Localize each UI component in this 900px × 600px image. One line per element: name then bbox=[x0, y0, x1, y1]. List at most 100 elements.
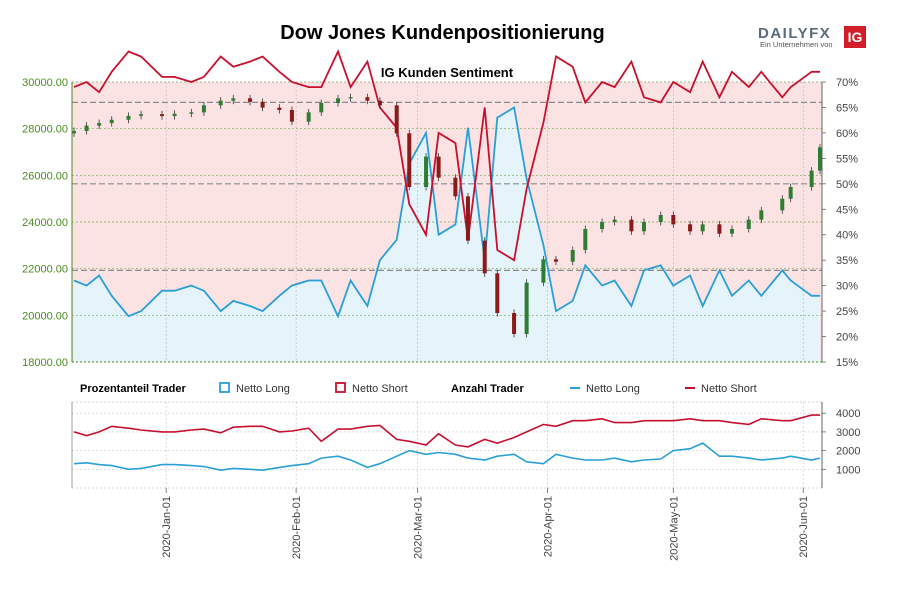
chart-subtitle: IG Kunden Sentiment bbox=[381, 65, 514, 80]
price-tick-label: 22000.00 bbox=[22, 264, 68, 276]
price-candle bbox=[629, 219, 634, 232]
price-candle bbox=[172, 113, 177, 117]
price-candle bbox=[201, 105, 206, 113]
sentiment-tick-label: 50% bbox=[836, 179, 858, 191]
price-candle bbox=[553, 259, 558, 262]
sentiment-tick-label: 35% bbox=[836, 255, 858, 267]
price-tick-label: 24000.00 bbox=[22, 217, 68, 229]
price-candle bbox=[495, 273, 500, 313]
price-candle bbox=[788, 187, 793, 199]
price-candle bbox=[109, 119, 114, 124]
price-candle bbox=[688, 224, 693, 232]
price-candle bbox=[641, 222, 646, 232]
price-candle bbox=[231, 98, 236, 101]
price-candle bbox=[570, 250, 575, 262]
legend-group-pct: Prozentanteil Trader bbox=[80, 383, 186, 395]
legend-pct-short-label: Netto Short bbox=[352, 383, 408, 395]
price-candle bbox=[348, 97, 353, 99]
sentiment-tick-label: 45% bbox=[836, 204, 858, 216]
price-candle bbox=[524, 282, 529, 334]
price-candle bbox=[424, 156, 429, 187]
price-tick-label: 20000.00 bbox=[22, 310, 68, 322]
sentiment-tick-label: 65% bbox=[836, 102, 858, 114]
price-tick-label: 18000.00 bbox=[22, 357, 68, 369]
logo-subtitle: Ein Unternehmen von bbox=[760, 40, 833, 49]
legend-group-count: Anzahl Trader bbox=[451, 383, 524, 395]
price-candle bbox=[97, 123, 102, 126]
price-candle bbox=[72, 131, 76, 134]
x-tick-label: 2020-Jan-01 bbox=[161, 496, 173, 558]
price-candle bbox=[139, 114, 144, 116]
x-tick-label: 2020-May-01 bbox=[668, 496, 680, 561]
count-tick-label: 1000 bbox=[836, 464, 860, 476]
x-tick-label: 2020-Jun-01 bbox=[798, 496, 810, 558]
legend-pct-long-label: Netto Long bbox=[236, 383, 290, 395]
price-candle bbox=[436, 156, 441, 178]
sentiment-tick-label: 20% bbox=[836, 332, 858, 344]
price-candle bbox=[759, 210, 764, 220]
price-candle bbox=[377, 100, 382, 106]
price-candle bbox=[365, 97, 370, 101]
sentiment-tick-label: 55% bbox=[836, 153, 858, 165]
price-candle bbox=[612, 219, 617, 222]
price-candle bbox=[189, 112, 194, 114]
price-candle bbox=[407, 133, 412, 187]
price-tick-label: 28000.00 bbox=[22, 124, 68, 136]
price-candle bbox=[780, 198, 785, 211]
price-candle bbox=[277, 107, 282, 110]
net-long-count-line bbox=[73, 442, 821, 472]
price-candle bbox=[818, 147, 822, 171]
ig-logo-icon: IG bbox=[844, 26, 866, 48]
price-candle bbox=[319, 103, 324, 113]
count-tick-label: 2000 bbox=[836, 446, 860, 458]
price-candle bbox=[600, 222, 605, 229]
sentiment-tick-label: 30% bbox=[836, 281, 858, 293]
price-candle bbox=[218, 100, 223, 106]
net-short-count-line bbox=[73, 414, 820, 448]
price-candle bbox=[465, 196, 470, 241]
legend-pct-short-icon bbox=[335, 382, 346, 393]
price-candle bbox=[700, 224, 705, 232]
price-tick-label: 26000.00 bbox=[22, 170, 68, 182]
sentiment-tick-label: 25% bbox=[836, 306, 858, 318]
price-candle bbox=[729, 229, 734, 234]
count-tick-label: 4000 bbox=[836, 408, 860, 420]
legend-count-long-label: Netto Long bbox=[586, 383, 640, 395]
price-candle bbox=[809, 170, 814, 187]
x-tick-label: 2020-Feb-01 bbox=[291, 496, 303, 559]
price-candle bbox=[453, 177, 458, 197]
price-candle bbox=[482, 240, 487, 274]
price-candle bbox=[336, 98, 341, 103]
x-tick-label: 2020-Apr-01 bbox=[543, 496, 555, 557]
net-long-area bbox=[74, 107, 820, 362]
dailyfx-logo[interactable]: DAILYFX Ein Unternehmen von IG bbox=[758, 25, 870, 51]
price-candle bbox=[306, 112, 311, 122]
price-candle bbox=[84, 125, 89, 131]
price-candle bbox=[512, 313, 517, 334]
price-candle bbox=[746, 219, 751, 229]
net-long-pct-line bbox=[73, 106, 820, 319]
page-title: Dow Jones Kundenpositionierung bbox=[280, 22, 605, 44]
price-tick-label: 30000.00 bbox=[22, 77, 68, 89]
price-candle bbox=[260, 101, 265, 108]
dailyfx-wordmark: DAILYFX bbox=[758, 25, 832, 42]
sentiment-tick-label: 40% bbox=[836, 230, 858, 242]
count-tick-label: 3000 bbox=[836, 427, 860, 439]
price-candle bbox=[658, 215, 663, 222]
legend-pct-long-icon bbox=[219, 382, 230, 393]
price-candle bbox=[394, 105, 399, 134]
net-short-pct-line bbox=[73, 49, 820, 262]
price-candle bbox=[160, 114, 165, 117]
sentiment-tick-label: 60% bbox=[836, 128, 858, 140]
price-candle bbox=[289, 110, 294, 122]
price-candle bbox=[248, 98, 253, 102]
price-candle bbox=[671, 215, 676, 225]
sentiment-tick-label: 15% bbox=[836, 357, 858, 369]
sentiment-tick-label: 70% bbox=[836, 77, 858, 89]
price-candle bbox=[717, 224, 722, 234]
price-candle bbox=[541, 259, 546, 283]
legend-count-short-label: Netto Short bbox=[701, 383, 757, 395]
price-candle bbox=[583, 229, 588, 250]
x-tick-label: 2020-Mar-01 bbox=[413, 496, 425, 559]
